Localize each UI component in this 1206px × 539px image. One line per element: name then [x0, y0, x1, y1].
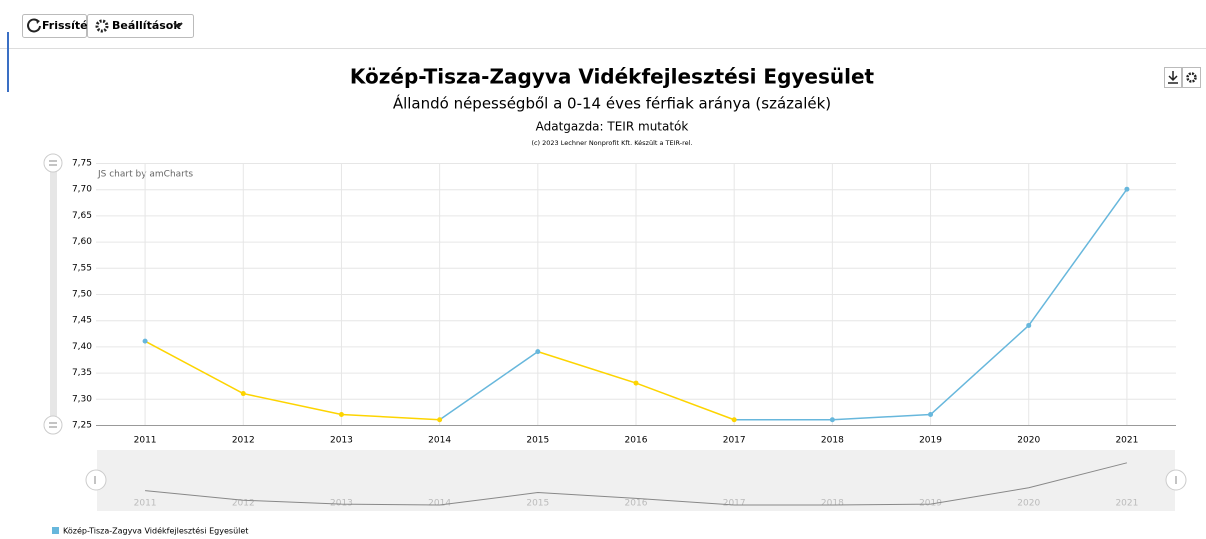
scrollbar-label: 2015 — [526, 499, 549, 509]
chart-settings-icon — [1186, 72, 1197, 83]
line-segment — [341, 413, 440, 421]
line-segment — [930, 324, 1030, 416]
data-point — [437, 417, 443, 423]
legend-swatch[interactable] — [52, 527, 59, 534]
x-tick-label: 2012 — [232, 436, 255, 446]
legend-label[interactable]: Közép-Tisza-Zagyva Vidékfejlesztési Egye… — [63, 526, 248, 536]
scrollbar-line — [145, 462, 1128, 506]
y-tick-label: 7,25 — [72, 421, 92, 431]
data-point — [731, 417, 737, 423]
data-point — [338, 412, 344, 418]
x-tick-label: 2018 — [821, 436, 844, 446]
y-grip-bottom[interactable] — [43, 415, 63, 435]
y-tick-label: 7,35 — [72, 368, 92, 378]
y-tick-label: 7,60 — [72, 237, 92, 247]
chart-title: Közép-Tisza-Zagyva Vidékfejlesztési Egye… — [350, 65, 875, 89]
x-scrollbar[interactable] — [97, 450, 1175, 511]
y-tick-label: 7,30 — [72, 394, 92, 404]
y-tick-label: 7,70 — [72, 185, 92, 195]
data-point — [240, 391, 246, 397]
scrollbar-label: 2021 — [1115, 499, 1138, 509]
y-scrollbar[interactable] — [50, 163, 57, 425]
x-grip-left[interactable] — [85, 469, 107, 491]
data-point — [829, 417, 835, 423]
data-point — [142, 338, 148, 344]
toolbar: Frissítés Beállítások — [22, 14, 194, 38]
refresh-label: Frissítés — [42, 19, 95, 32]
y-tick-label: 7,45 — [72, 316, 92, 326]
x-tick-label: 2021 — [1115, 436, 1138, 446]
chart-settings-button[interactable] — [1182, 67, 1201, 88]
data-point — [535, 349, 541, 355]
x-tick-label: 2014 — [428, 436, 451, 446]
x-tick-label: 2017 — [723, 436, 746, 446]
y-tick-label: 7,75 — [72, 159, 92, 169]
data-point — [1026, 322, 1032, 328]
scrollbar-label: 2016 — [625, 499, 648, 509]
download-icon — [1168, 71, 1178, 84]
scrollbar-label: 2017 — [723, 499, 746, 509]
line-segment — [144, 340, 244, 395]
x-tick-label: 2020 — [1017, 436, 1040, 446]
scrollbar-label: 2018 — [821, 499, 844, 509]
chart-subtitle: Állandó népességből a 0-14 éves férfiak … — [393, 94, 831, 113]
line-segment — [635, 382, 735, 421]
line-segment — [537, 350, 637, 384]
line-segment — [1028, 188, 1128, 326]
refresh-arrow — [36, 19, 40, 24]
scrollbar-label: 2014 — [428, 499, 451, 509]
scrollbar-label: 2011 — [134, 499, 157, 509]
line-segment — [832, 413, 931, 421]
x-tick-label: 2016 — [625, 436, 648, 446]
y-grip-top[interactable] — [43, 153, 63, 173]
side-marker — [7, 32, 9, 92]
x-tick-label: 2019 — [919, 436, 942, 446]
dropdown-caret — [173, 22, 183, 29]
settings-icon — [95, 19, 109, 33]
data-point — [633, 380, 639, 386]
chart-copyright: (c) 2023 Lechner Nonprofit Kft. Készült … — [531, 139, 692, 147]
scrollbar-label: 2012 — [232, 499, 255, 509]
y-tick-label: 7,50 — [72, 290, 92, 300]
settings-button[interactable] — [87, 14, 194, 38]
refresh-icon — [27, 18, 41, 33]
scrollbar-label: 2020 — [1017, 499, 1040, 509]
chart-source: Adatgazda: TEIR mutatók — [536, 120, 689, 134]
y-tick-label: 7,55 — [72, 263, 92, 273]
x-tick-label: 2011 — [134, 436, 157, 446]
y-tick-label: 7,40 — [72, 342, 92, 352]
line-segment — [439, 351, 539, 421]
x-tick-label: 2015 — [526, 436, 549, 446]
scrollbar-label: 2013 — [330, 499, 353, 509]
data-point — [1124, 186, 1130, 192]
scrollbar-label: 2019 — [919, 499, 942, 509]
y-tick-label: 7,65 — [72, 211, 92, 221]
line-segment — [243, 392, 342, 416]
data-point — [928, 412, 934, 418]
settings-label: Beállítások — [112, 19, 181, 32]
x-tick-label: 2013 — [330, 436, 353, 446]
x-grip-right[interactable] — [1165, 469, 1187, 491]
